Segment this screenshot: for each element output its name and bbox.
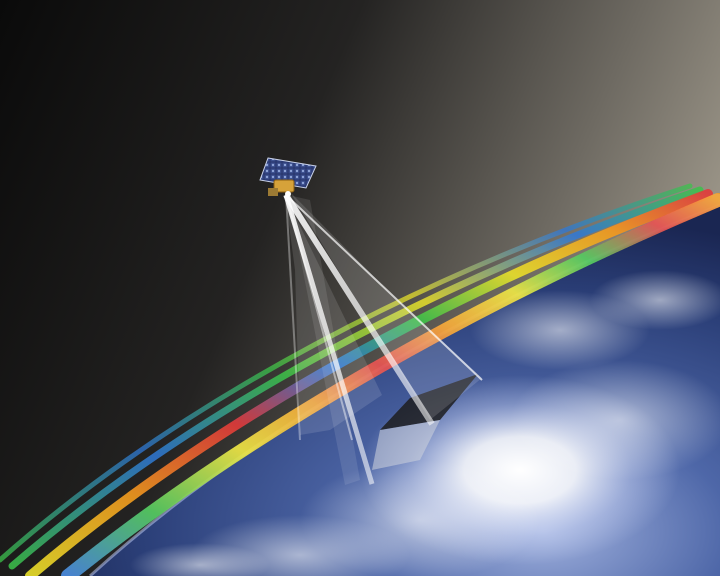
swath-outer-thin [0,183,693,563]
satellite-body [273,179,295,193]
ground-footprint [380,374,478,430]
ground-footprint-lit [372,420,440,470]
beam-ray-3 [285,194,483,381]
beam-ray-4 [285,194,301,441]
swath-inner-texture [61,193,720,576]
beam-fan-right [290,192,482,420]
satellite-sensor [285,191,291,197]
beam-fan-left [285,195,382,435]
swath-middle [25,189,713,576]
beam-ray-5 [285,194,353,441]
satellite [259,157,317,197]
satellite-instrument [268,188,278,196]
beam-ray-1 [283,193,435,426]
swath-outer [8,186,704,570]
beam-ray-2 [283,194,375,485]
measurement-swaths [0,183,720,576]
swath-inner [61,193,720,576]
cloud-layer [130,270,720,576]
sensor-beams [283,192,483,485]
